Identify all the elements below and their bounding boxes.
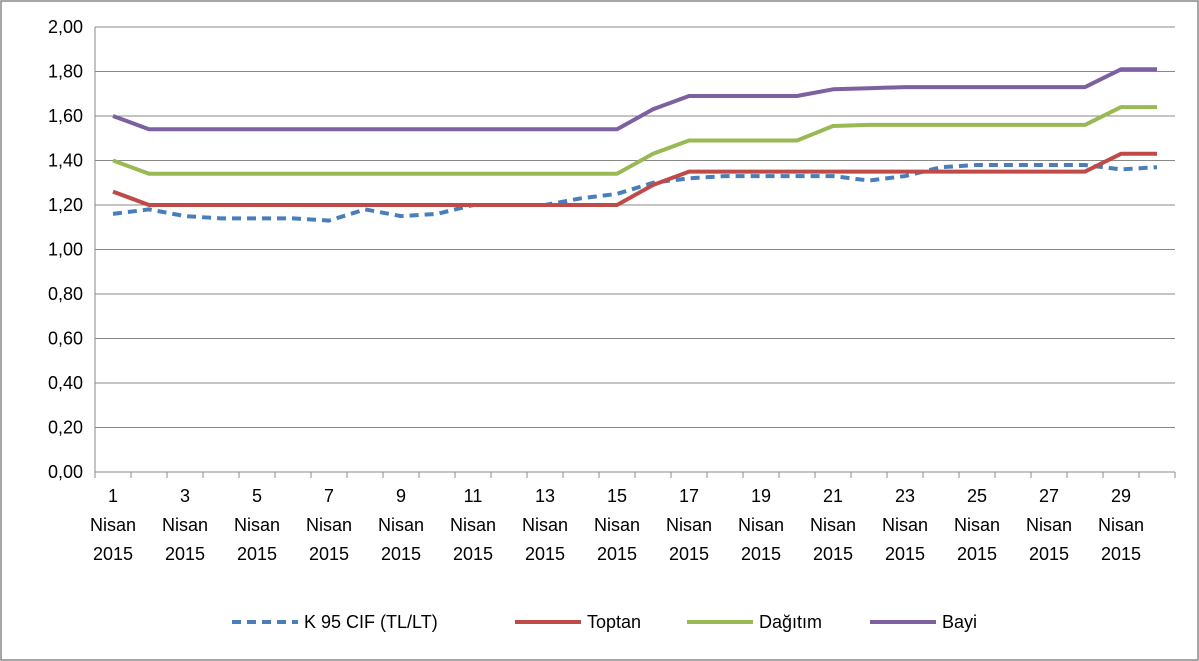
x-tick-label: 13 Nisan 2015 (522, 486, 568, 564)
x-tick-label: 15 Nisan 2015 (594, 486, 640, 564)
y-tick-label: 1,40 (48, 151, 83, 171)
x-tick-label: 1 Nisan 2015 (90, 486, 136, 564)
legend-label: Toptan (587, 612, 641, 632)
x-tick-label: 19 Nisan 2015 (738, 486, 784, 564)
y-tick-label: 1,00 (48, 240, 83, 260)
x-tick-label: 9 Nisan 2015 (378, 486, 424, 564)
y-tick-label: 1,20 (48, 195, 83, 215)
x-tick-label: 29 Nisan 2015 (1098, 486, 1144, 564)
y-tick-label: 1,60 (48, 106, 83, 126)
y-tick-label: 1,80 (48, 62, 83, 82)
y-tick-label: 0,40 (48, 373, 83, 393)
y-tick-label: 0,20 (48, 418, 83, 438)
x-tick-label: 27 Nisan 2015 (1026, 486, 1072, 564)
x-tick-label: 17 Nisan 2015 (666, 486, 712, 564)
series-line (112, 151, 1157, 207)
x-tick-label: 3 Nisan 2015 (162, 486, 208, 564)
legend-label: K 95 CIF (TL/LT) (304, 612, 438, 632)
x-tick-label: 25 Nisan 2015 (954, 486, 1000, 564)
x-tick-label: 23 Nisan 2015 (882, 486, 928, 564)
x-tick-label: 11 Nisan 2015 (450, 486, 496, 564)
series-line (112, 67, 1157, 132)
series-line (112, 105, 1157, 176)
series-line (112, 163, 1158, 223)
y-tick-label: 0,60 (48, 329, 83, 349)
y-tick-label: 0,80 (48, 284, 83, 304)
x-tick-label: 21 Nisan 2015 (810, 486, 856, 564)
x-tick-label: 7 Nisan 2015 (306, 486, 352, 564)
y-tick-label: 2,00 (48, 17, 83, 37)
y-tick-label: 0,00 (48, 462, 83, 482)
x-tick-label: 5 Nisan 2015 (234, 486, 280, 564)
legend-label: Bayi (942, 612, 977, 632)
legend-label: Dağıtım (759, 612, 822, 632)
